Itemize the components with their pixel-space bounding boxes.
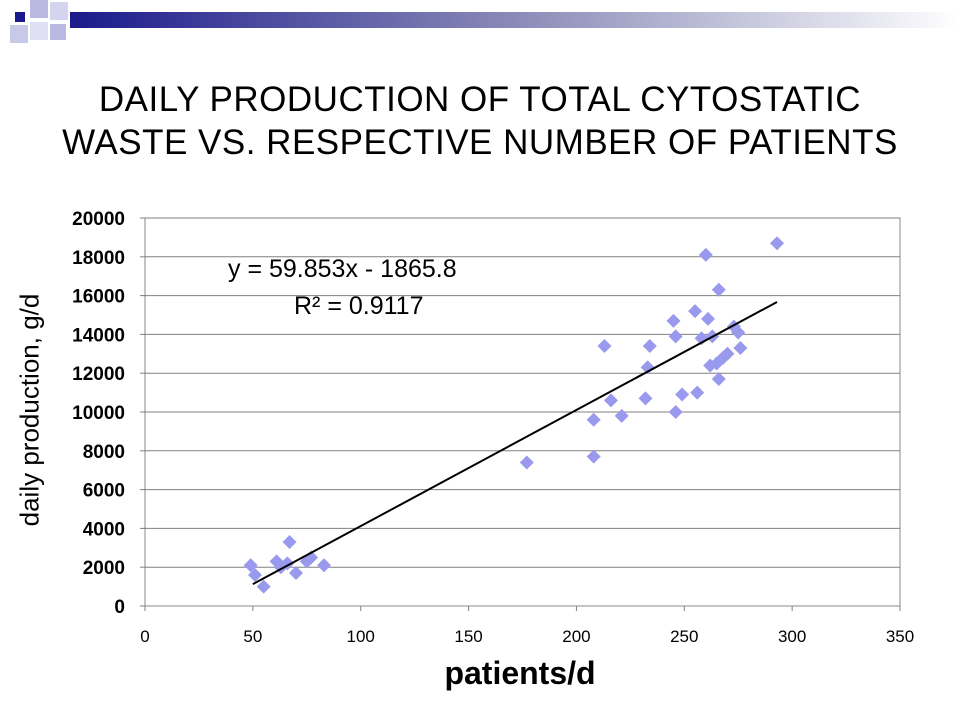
data-point [614, 408, 629, 423]
x-tick-label: 100 [347, 627, 375, 646]
y-tick-label: 2000 [83, 558, 125, 579]
data-point [282, 534, 297, 549]
x-tick-label: 50 [243, 627, 262, 646]
y-tick-label: 10000 [72, 403, 125, 424]
y-tick-label: 8000 [83, 442, 125, 463]
y-tick-label: 20000 [72, 209, 125, 230]
data-point [731, 325, 746, 340]
x-tick-label: 350 [886, 627, 914, 646]
trendline [252, 301, 778, 586]
data-point [701, 311, 716, 326]
data-point [586, 449, 601, 464]
data-point [711, 372, 726, 387]
x-tick-label: 250 [670, 627, 698, 646]
data-point [711, 282, 726, 297]
deco-square-light [30, 0, 48, 18]
y-tick-label: 4000 [83, 519, 125, 540]
data-point [519, 455, 534, 470]
data-point [642, 339, 657, 354]
data-point [256, 579, 271, 594]
data-point [698, 247, 713, 262]
data-point [586, 412, 601, 427]
deco-square-light [30, 22, 48, 40]
data-point [770, 236, 785, 251]
data-point [666, 313, 681, 328]
data-point [243, 558, 258, 573]
deco-square-light [50, 2, 68, 20]
data-point [720, 346, 735, 361]
deco-square-light [50, 24, 66, 40]
x-tick-label: 300 [778, 627, 806, 646]
data-point [638, 391, 653, 406]
x-tick-label: 150 [454, 627, 482, 646]
data-point [690, 385, 705, 400]
data-point [317, 558, 332, 573]
data-point [733, 340, 748, 355]
data-point [668, 329, 683, 344]
x-tick-label: 0 [140, 627, 149, 646]
data-point [597, 339, 612, 354]
deco-square-light [10, 25, 28, 43]
trendline-r-squared: R² = 0.9117 [294, 292, 424, 320]
y-tick-label: 16000 [72, 287, 125, 308]
y-tick-label: 14000 [72, 325, 125, 346]
slide-decoration [10, 0, 960, 43]
data-point [675, 387, 690, 402]
data-point [668, 405, 683, 419]
x-tick-label: 200 [562, 627, 590, 646]
data-point [603, 393, 618, 408]
title-line-2: WASTE VS. RESPECTIVE NUMBER OF PATIENTS [62, 123, 898, 162]
data-point [248, 567, 263, 582]
slide-title: DAILY PRODUCTION OF TOTAL CYTOSTATIC WAS… [0, 78, 960, 164]
y-tick-label: 6000 [83, 481, 125, 502]
y-tick-label: 18000 [72, 248, 125, 269]
x-axis-label: patients/d [444, 655, 596, 691]
y-axis-label: daily production, g/d [14, 293, 45, 527]
y-tick-label: 12000 [72, 364, 125, 385]
header-gradient-band [70, 12, 960, 28]
y-tick-label: 0 [114, 597, 125, 618]
title-line-1: DAILY PRODUCTION OF TOTAL CYTOSTATIC [98, 80, 862, 119]
deco-square-dark [15, 12, 25, 22]
trendline-equation: y = 59.853x - 1865.8 [228, 255, 457, 283]
data-point [289, 566, 303, 581]
data-point [688, 304, 703, 319]
